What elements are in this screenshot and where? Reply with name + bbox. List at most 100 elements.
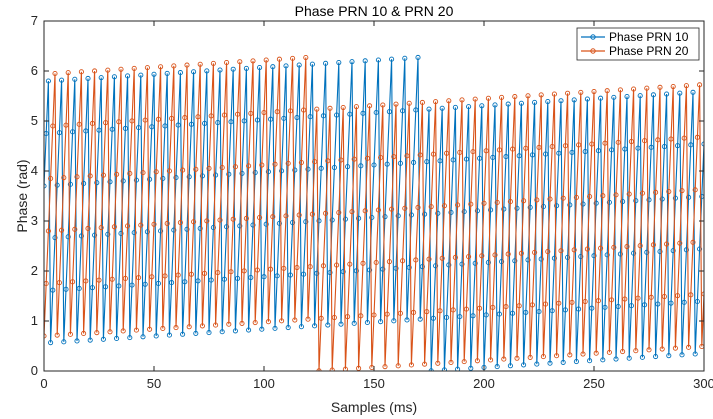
data-point (138, 72, 144, 78)
data-point (560, 195, 566, 201)
data-point (400, 108, 406, 114)
data-point (389, 56, 395, 62)
data-point (580, 351, 586, 357)
data-point (397, 310, 403, 316)
data-point (584, 246, 590, 252)
data-point (78, 69, 84, 75)
data-point (624, 93, 630, 100)
data-point (283, 213, 289, 219)
data-point (169, 115, 175, 121)
data-point (162, 273, 168, 279)
series-prn10 (44, 54, 704, 371)
data-point (483, 312, 489, 318)
data-point (622, 296, 628, 302)
data-point (481, 200, 487, 206)
data-point (305, 316, 311, 322)
data-point (598, 245, 604, 251)
data-point (182, 115, 188, 121)
data-point (694, 134, 700, 140)
data-point (131, 65, 137, 72)
data-point (239, 170, 245, 176)
data-point (556, 300, 562, 306)
data-point (74, 174, 80, 180)
data-point (402, 205, 408, 211)
data-point (424, 159, 430, 165)
y-axis-ticks: 0 1 2 3 4 5 6 7 (31, 13, 704, 378)
data-point (378, 319, 384, 325)
data-point (340, 104, 346, 111)
data-point (697, 246, 703, 252)
data-point (413, 257, 419, 263)
data-point (224, 224, 230, 230)
data-point (573, 359, 579, 365)
data-point (620, 348, 626, 355)
data-point (694, 298, 700, 305)
data-point (118, 230, 124, 237)
data-point (675, 293, 681, 299)
data-point (384, 161, 390, 167)
data-point (166, 168, 172, 174)
data-point (661, 293, 667, 300)
data-point (232, 328, 238, 334)
data-point (492, 102, 498, 108)
data-point (631, 250, 637, 256)
data-point (54, 182, 60, 188)
data-point (648, 294, 654, 300)
data-point (587, 194, 593, 200)
data-point (686, 344, 692, 350)
data-point (576, 306, 582, 312)
data-point (327, 105, 333, 111)
data-point (681, 299, 687, 305)
data-point (384, 311, 390, 317)
data-point (171, 227, 177, 233)
data-point (503, 154, 509, 160)
data-point (63, 286, 69, 292)
data-point (246, 327, 252, 333)
data-point (336, 59, 342, 66)
data-point (688, 142, 694, 148)
data-point (499, 259, 505, 265)
data-point (250, 222, 256, 228)
data-point (70, 129, 76, 135)
data-point (569, 149, 575, 155)
data-point (609, 297, 615, 303)
legend-marker-prn10 (590, 34, 596, 40)
data-point (263, 221, 269, 227)
data-point (241, 268, 247, 274)
y-tick-label: 5 (31, 113, 38, 128)
data-point (120, 178, 126, 184)
data-point (210, 60, 216, 66)
data-point (246, 163, 252, 169)
data-point (571, 247, 577, 253)
data-point (503, 304, 509, 310)
data-point (160, 175, 166, 181)
data-point (67, 331, 73, 337)
data-point (380, 266, 386, 272)
data-point (171, 63, 177, 69)
data-point (347, 111, 353, 117)
data-point (153, 169, 159, 175)
data-point (162, 123, 168, 129)
data-point (149, 274, 155, 280)
data-point (419, 264, 425, 270)
data-point (285, 324, 291, 331)
data-point (274, 273, 280, 279)
data-point (312, 159, 318, 165)
data-point (411, 309, 417, 316)
data-point (208, 113, 214, 119)
data-point (452, 104, 458, 111)
data-point (155, 280, 161, 286)
data-point (613, 356, 619, 362)
data-point (96, 277, 102, 283)
data-point (701, 141, 704, 147)
data-point (523, 145, 529, 151)
legend-entry-prn10: Phase PRN 10 (581, 30, 689, 44)
data-point (142, 117, 148, 123)
data-point (655, 301, 661, 307)
data-point (378, 154, 384, 161)
data-point (213, 172, 219, 178)
data-point (582, 149, 588, 155)
data-point (144, 229, 150, 235)
data-point (485, 95, 491, 101)
data-point (230, 216, 236, 222)
